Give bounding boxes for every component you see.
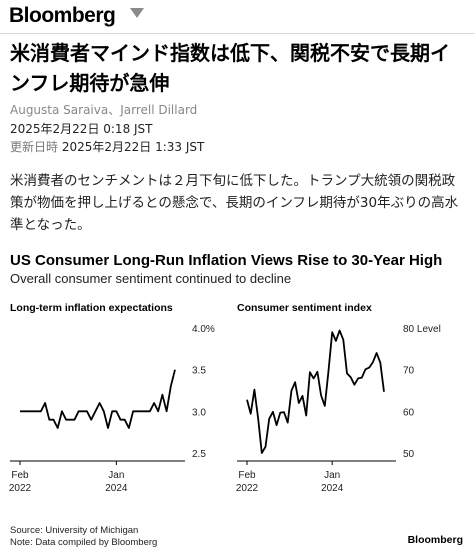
chart-inflation-x-tick-label: 2024 bbox=[105, 483, 128, 494]
chart-figure: US Consumer Long-Run Inflation Views Ris… bbox=[0, 246, 475, 556]
updated-value: 2025年2月22日 1:33 JST bbox=[61, 140, 205, 154]
chart-inflation-x-tick-label: Jan bbox=[108, 470, 124, 481]
figure-title: US Consumer Long-Run Inflation Views Ris… bbox=[10, 252, 443, 269]
chart-inflation-x-tick-label: Feb bbox=[11, 470, 29, 481]
updated-label: 更新日時 bbox=[10, 140, 59, 154]
chart-inflation-y-tick-label: 4.0% bbox=[192, 324, 215, 335]
chart-sentiment-x-tick-label: Jan bbox=[324, 470, 340, 481]
article-headline: 米消費者マインド指数は低下、関税不安で長期インフレ期待が急伸 bbox=[10, 41, 450, 95]
figure-source: Source: University of Michigan bbox=[10, 525, 139, 536]
figure-note: Note: Data compiled by Bloomberg bbox=[10, 537, 158, 548]
chart-sentiment-y-tick-label: 50 bbox=[403, 449, 415, 460]
header-divider bbox=[0, 33, 475, 34]
chart-title-inflation: Long-term inflation expectations bbox=[10, 302, 173, 314]
chart-inflation-y-tick-label: 2.5 bbox=[192, 449, 206, 460]
article-authors[interactable]: Augusta Saraiva、Jarrell Dillard bbox=[10, 103, 198, 117]
chart-sentiment-y-tick-label: 80 Level bbox=[403, 324, 441, 335]
charts-canvas: 2.5 3.0 3.5 4.0% Feb 2022 Jan 2024 50 60 70 80 Leve… bbox=[9, 324, 441, 494]
bloomberg-logo[interactable]: Bloomberg bbox=[9, 4, 116, 27]
figure-subtitle: Overall consumer sentiment continued to … bbox=[10, 271, 292, 286]
chart-inflation-y-tick-label: 3.5 bbox=[192, 366, 206, 377]
updated-date: 更新日時 2025年2月22日 1:33 JST bbox=[10, 139, 204, 155]
chart-sentiment-series-line bbox=[246, 329, 385, 454]
caret-down-icon[interactable] bbox=[130, 8, 144, 18]
chart-inflation-x-tick-label: 2022 bbox=[9, 483, 32, 494]
chart-sentiment-y-tick-label: 60 bbox=[403, 407, 415, 418]
chart-title-sentiment: Consumer sentiment index bbox=[237, 302, 372, 314]
chart-sentiment-x-tick-label: 2022 bbox=[236, 483, 259, 494]
figure-brand: Bloomberg bbox=[407, 534, 463, 546]
brand-header: Bloomberg bbox=[0, 0, 475, 34]
chart-inflation-y-tick-label: 3.0 bbox=[192, 407, 206, 418]
chart-sentiment-x-tick-label: Feb bbox=[238, 470, 256, 481]
chart-inflation-series-line bbox=[20, 369, 176, 429]
chart-sentiment-x-tick-label: 2024 bbox=[321, 483, 344, 494]
article-lead-paragraph: 米消費者のセンチメントは２月下旬に低下した。トランプ大統領の関税政策が物価を押し… bbox=[10, 173, 459, 233]
publish-date: 2025年2月22日 0:18 JST bbox=[10, 122, 153, 136]
chart-sentiment-y-tick-label: 70 bbox=[403, 366, 415, 377]
